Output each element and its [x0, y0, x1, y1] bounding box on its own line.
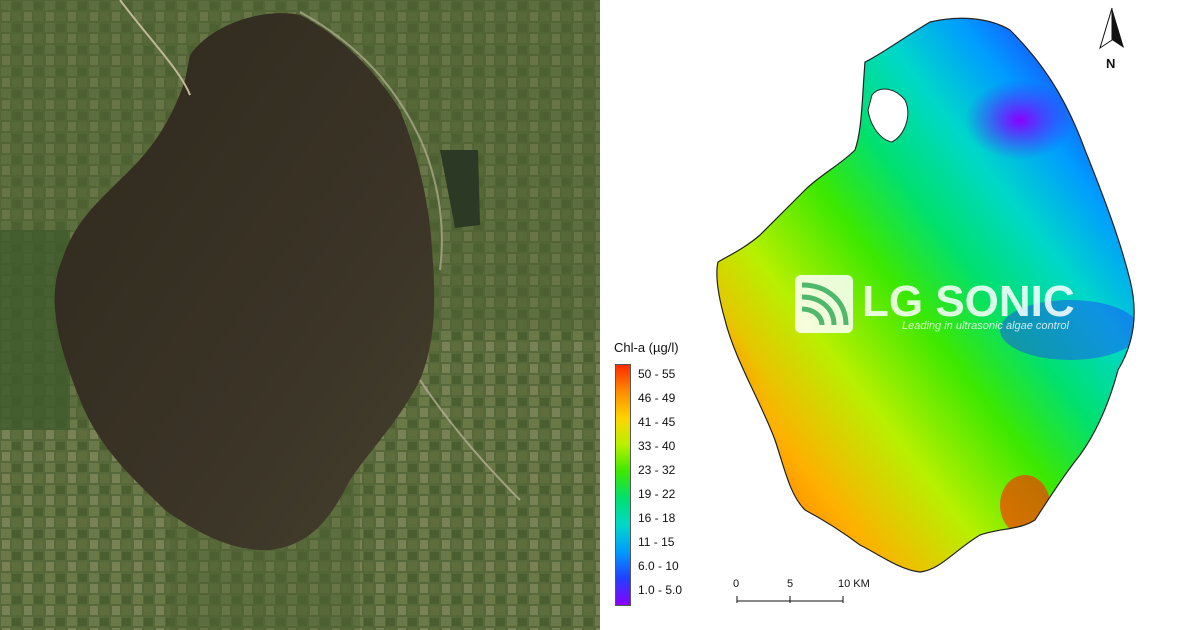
- reservoir: [440, 150, 480, 228]
- lg-sonic-logo: [795, 275, 853, 333]
- legend-labels: 50 - 55 46 - 49 41 - 45 33 - 40 23 - 32 …: [638, 362, 708, 602]
- legend-class-label: 11 - 15: [638, 535, 675, 549]
- legend-class-label: 19 - 22: [638, 487, 676, 501]
- brand-tagline: Leading in ultrasonic algae control: [902, 320, 1070, 332]
- legend-color-ramp: [615, 364, 631, 606]
- legend-class-label: 23 - 32: [638, 463, 676, 477]
- north-label: N: [1106, 56, 1115, 71]
- scale-label-5: 5: [787, 578, 793, 590]
- scale-bar: 0 5 10 KM: [733, 578, 870, 603]
- legend-class-label: 6.0 - 10: [638, 559, 679, 573]
- legend-class-label: 33 - 40: [638, 439, 676, 453]
- lg-sonic-watermark: LG SONIC Leading in ultrasonic algae con…: [795, 275, 1075, 333]
- legend-class-label: 41 - 45: [638, 415, 676, 429]
- legend-title: Chl-a (µg/l): [614, 340, 679, 355]
- legend-class-label: 16 - 18: [638, 511, 676, 525]
- legend-class-label: 46 - 49: [638, 391, 676, 405]
- brand-name: LG SONIC: [862, 277, 1075, 326]
- scale-label-0: 0: [733, 578, 739, 590]
- chlorophyll-map: LG SONIC Leading in ultrasonic algae con…: [716, 7, 1135, 603]
- north-arrow: N: [1099, 7, 1124, 71]
- satellite-lake: [54, 13, 435, 551]
- satellite-image: [0, 0, 600, 630]
- legend-class-label: 50 - 55: [638, 367, 676, 381]
- scale-label-10: 10 KM: [838, 578, 870, 590]
- legend-class-label: 1.0 - 5.0: [638, 583, 683, 597]
